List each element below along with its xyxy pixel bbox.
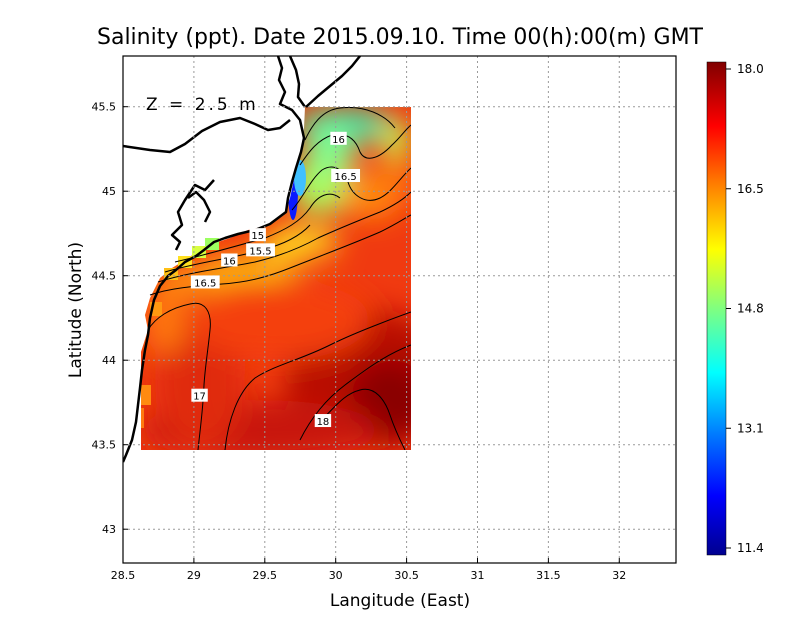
contour-label-box (330, 131, 347, 145)
x-tick-label: 31 (470, 569, 484, 582)
x-tick-label: 28.5 (111, 569, 136, 582)
x-tick-label: 32 (612, 569, 626, 582)
x-tick-label: 31.5 (536, 569, 561, 582)
contour-label: 16 (221, 253, 238, 267)
contour-label: 16.5 (331, 168, 361, 183)
colorbar-tick-label: 13.1 (737, 421, 764, 435)
y-tick-label: 45 (102, 185, 116, 198)
y-tick-label: 44.5 (92, 270, 117, 283)
chart-title: Salinity (ppt). Date 2015.09.10. Time 00… (97, 25, 704, 50)
contour-label: 18 (314, 414, 332, 428)
x-tick-label: 30.5 (394, 569, 419, 582)
colorbar (706, 61, 727, 556)
contour-label-text: 15.5 (249, 246, 271, 257)
colorbar-tick-label: 14.8 (737, 302, 764, 316)
contour-label-box (191, 388, 208, 402)
contour-labels: 16 16.5 15 15.5 16 16.5 17 18 (190, 131, 361, 428)
contour-label-text: 16 (332, 135, 345, 146)
contour-label: 15.5 (246, 243, 275, 257)
y-tick-label: 45.5 (92, 101, 117, 114)
axes: 28.5 29 29.5 30 30.5 31 31.5 32 43 43.5 44 44.5 45 45… (92, 55, 677, 582)
contour-label-box (314, 414, 332, 428)
contour-label: 17 (191, 388, 208, 403)
contour-label-box (246, 243, 275, 257)
contour-label: 16.5 (190, 275, 220, 289)
y-tick-label: 43.5 (92, 439, 117, 452)
depth-label: Z = 2.5 m (146, 95, 259, 115)
contour-label-text: 17 (193, 392, 206, 403)
y-tick-label: 44 (102, 354, 116, 367)
contour-label-text: 16.5 (194, 278, 216, 289)
contour-label-text: 16.5 (334, 172, 356, 183)
x-tick-label: 29.5 (253, 569, 278, 582)
contour-label-box (331, 168, 361, 182)
contour-label-text: 15 (251, 231, 264, 242)
x-tick-label: 29 (187, 569, 201, 582)
colorbar-ticks: 18.0 16.5 14.8 13.1 11.4 (726, 62, 764, 555)
contour-lines (147, 107, 411, 450)
colorbar-tick-label: 11.4 (737, 541, 764, 555)
x-tick-label: 30 (329, 569, 343, 582)
colorbar-tick-label: 16.5 (737, 182, 764, 196)
grid-lines (123, 56, 676, 563)
colorbar-tick-label: 18.0 (737, 62, 764, 76)
contour-label-text: 16 (223, 256, 236, 267)
plot-frame (122, 55, 677, 564)
contour-label: 16 (330, 131, 347, 146)
contour-label-box (249, 228, 266, 242)
contour-label: 15 (249, 228, 266, 242)
y-tick-label: 43 (102, 523, 116, 536)
contour-label-text: 18 (317, 417, 330, 428)
contour-label-box (221, 253, 238, 267)
y-axis-label: Latitude (North) (66, 242, 86, 378)
contour-label-box (190, 275, 220, 289)
x-axis-label: Langitude (East) (330, 591, 470, 611)
